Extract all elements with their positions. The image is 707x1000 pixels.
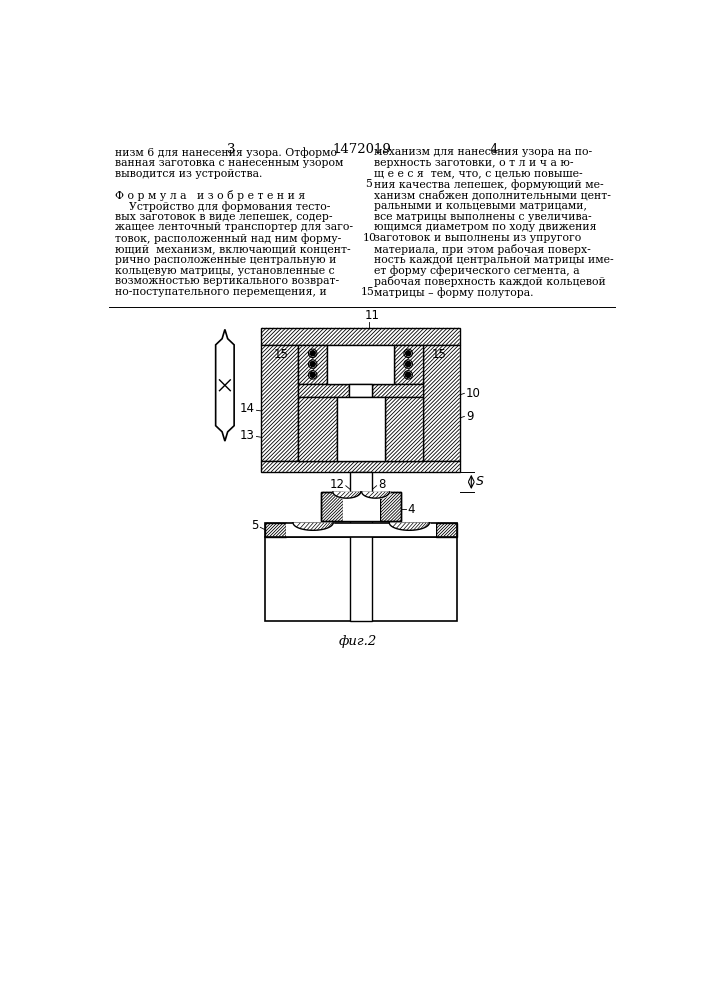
Bar bbox=[394, 345, 423, 384]
Circle shape bbox=[310, 362, 315, 367]
Text: 13: 13 bbox=[240, 429, 255, 442]
Text: но-поступательного перемещения, и: но-поступательного перемещения, и bbox=[115, 287, 327, 297]
Bar bbox=[321, 492, 402, 521]
Bar bbox=[298, 397, 337, 461]
Text: механизм для нанесения узора на по-: механизм для нанесения узора на по- bbox=[373, 147, 592, 157]
Bar bbox=[265, 537, 457, 621]
Text: материала, при этом рабочая поверх-: материала, при этом рабочая поверх- bbox=[373, 244, 590, 255]
Text: Dнв: Dнв bbox=[349, 562, 373, 575]
Bar bbox=[380, 492, 402, 521]
Text: фиг.2: фиг.2 bbox=[338, 635, 376, 648]
Circle shape bbox=[406, 362, 411, 367]
Circle shape bbox=[310, 372, 315, 377]
Text: 4: 4 bbox=[489, 143, 498, 156]
Text: 11: 11 bbox=[365, 309, 380, 322]
Bar bbox=[349, 384, 372, 397]
Bar bbox=[372, 384, 423, 397]
Text: ханизм снабжен дополнительными цент-: ханизм снабжен дополнительными цент- bbox=[373, 190, 610, 201]
Text: ния качества лепешек, формующий ме-: ния качества лепешек, формующий ме- bbox=[373, 179, 603, 190]
Bar bbox=[265, 523, 457, 537]
Text: 8: 8 bbox=[378, 478, 385, 491]
Bar bbox=[286, 523, 436, 537]
Text: S: S bbox=[476, 475, 484, 488]
Text: щ е е с я  тем, что, с целью повыше-: щ е е с я тем, что, с целью повыше- bbox=[373, 169, 582, 179]
Text: рабочая поверхность каждой кольцевой: рабочая поверхность каждой кольцевой bbox=[373, 276, 605, 287]
Bar bbox=[351, 472, 372, 492]
Text: ющимся диаметром по ходу движения: ющимся диаметром по ходу движения bbox=[373, 222, 596, 232]
Text: жащее ленточный транспортер для заго-: жащее ленточный транспортер для заго- bbox=[115, 222, 353, 232]
Bar bbox=[265, 523, 286, 537]
Bar bbox=[327, 345, 394, 384]
Bar bbox=[385, 397, 423, 461]
Polygon shape bbox=[216, 329, 234, 441]
Text: выводится из устройства.: выводится из устройства. bbox=[115, 169, 262, 179]
Text: ет форму сферического сегмента, а: ет форму сферического сегмента, а bbox=[373, 266, 579, 276]
Bar bbox=[337, 397, 385, 461]
Text: рично расположенные центральную и: рично расположенные центральную и bbox=[115, 255, 336, 265]
Text: возможностью вертикального возврат-: возможностью вертикального возврат- bbox=[115, 276, 339, 286]
Text: 5: 5 bbox=[252, 519, 259, 532]
Text: 14: 14 bbox=[240, 402, 255, 415]
Text: 5: 5 bbox=[365, 179, 372, 189]
Text: 12: 12 bbox=[329, 478, 344, 491]
Bar bbox=[436, 523, 457, 537]
Text: 10: 10 bbox=[466, 387, 481, 400]
Text: 3: 3 bbox=[227, 143, 235, 156]
Text: Dц: Dц bbox=[352, 543, 370, 556]
Bar bbox=[261, 461, 460, 472]
Text: 15: 15 bbox=[432, 348, 447, 361]
Text: 1472019: 1472019 bbox=[332, 143, 392, 156]
Text: верхность заготовки, о т л и ч а ю-: верхность заготовки, о т л и ч а ю- bbox=[373, 158, 573, 168]
Text: заготовок и выполнены из упругого: заготовок и выполнены из упругого bbox=[373, 233, 580, 243]
Bar bbox=[298, 345, 327, 384]
Text: 4: 4 bbox=[407, 503, 415, 516]
Bar bbox=[261, 328, 460, 345]
Text: 15: 15 bbox=[361, 287, 374, 297]
Text: ющий  механизм, включающий концент-: ющий механизм, включающий концент- bbox=[115, 244, 351, 254]
Text: вых заготовок в виде лепешек, содер-: вых заготовок в виде лепешек, содер- bbox=[115, 212, 332, 222]
Text: ность каждой центральной матрицы име-: ность каждой центральной матрицы име- bbox=[373, 255, 613, 265]
Text: 10: 10 bbox=[363, 233, 377, 243]
Text: Ф о р м у л а   и з о б р е т е н и я: Ф о р м у л а и з о б р е т е н и я bbox=[115, 190, 305, 201]
Circle shape bbox=[406, 351, 411, 356]
Bar bbox=[261, 345, 298, 461]
Text: ральными и кольцевыми матрицами,: ральными и кольцевыми матрицами, bbox=[373, 201, 587, 211]
Text: Dнн: Dнн bbox=[349, 583, 373, 596]
Bar bbox=[321, 492, 343, 521]
Text: все матрицы выполнены с увеличива-: все матрицы выполнены с увеличива- bbox=[373, 212, 591, 222]
Text: 15: 15 bbox=[274, 348, 288, 361]
Text: ванная заготовка с нанесенным узором: ванная заготовка с нанесенным узором bbox=[115, 158, 343, 168]
Text: матрицы – форму полутора.: матрицы – форму полутора. bbox=[373, 287, 533, 298]
Circle shape bbox=[406, 372, 411, 377]
Bar bbox=[343, 492, 380, 521]
Text: Устройство для формования тесто-: Устройство для формования тесто- bbox=[115, 201, 330, 212]
Bar bbox=[351, 519, 372, 621]
Text: низм 6 для нанесения узора. Отформо-: низм 6 для нанесения узора. Отформо- bbox=[115, 147, 340, 158]
Bar bbox=[298, 384, 349, 397]
Text: товок, расположенный над ним форму-: товок, расположенный над ним форму- bbox=[115, 233, 341, 244]
Text: 1: 1 bbox=[358, 505, 365, 518]
Text: 9: 9 bbox=[466, 410, 474, 423]
Circle shape bbox=[310, 351, 315, 356]
Bar bbox=[423, 345, 460, 461]
Text: кольцевую матрицы, установленные с: кольцевую матрицы, установленные с bbox=[115, 266, 334, 276]
